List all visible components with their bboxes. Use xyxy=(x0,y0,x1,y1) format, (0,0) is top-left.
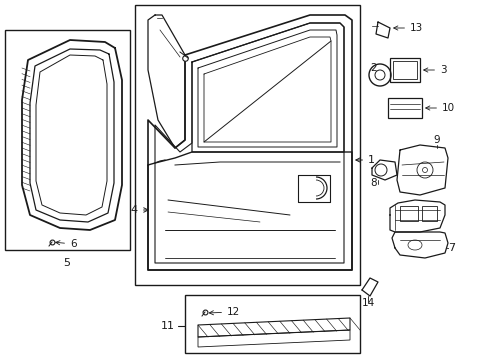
Text: 9: 9 xyxy=(433,135,439,145)
Text: 8: 8 xyxy=(370,178,377,188)
Text: 12: 12 xyxy=(209,307,240,317)
Text: 2: 2 xyxy=(370,63,377,73)
Text: 5: 5 xyxy=(63,258,70,268)
Text: 10: 10 xyxy=(425,103,454,113)
Bar xyxy=(5,30,130,250)
Text: 3: 3 xyxy=(423,65,446,75)
Text: 4: 4 xyxy=(131,205,148,215)
Bar xyxy=(392,61,416,79)
Bar xyxy=(387,98,421,118)
Text: 11: 11 xyxy=(161,321,175,331)
Bar xyxy=(135,5,359,285)
Text: 7: 7 xyxy=(447,243,454,253)
Text: 14: 14 xyxy=(361,298,374,308)
Bar xyxy=(399,206,417,221)
Text: 6: 6 xyxy=(56,239,77,249)
Text: 13: 13 xyxy=(393,23,423,33)
Bar xyxy=(184,295,359,353)
Bar xyxy=(421,206,436,221)
Text: 1: 1 xyxy=(355,155,374,165)
Bar xyxy=(389,58,419,82)
